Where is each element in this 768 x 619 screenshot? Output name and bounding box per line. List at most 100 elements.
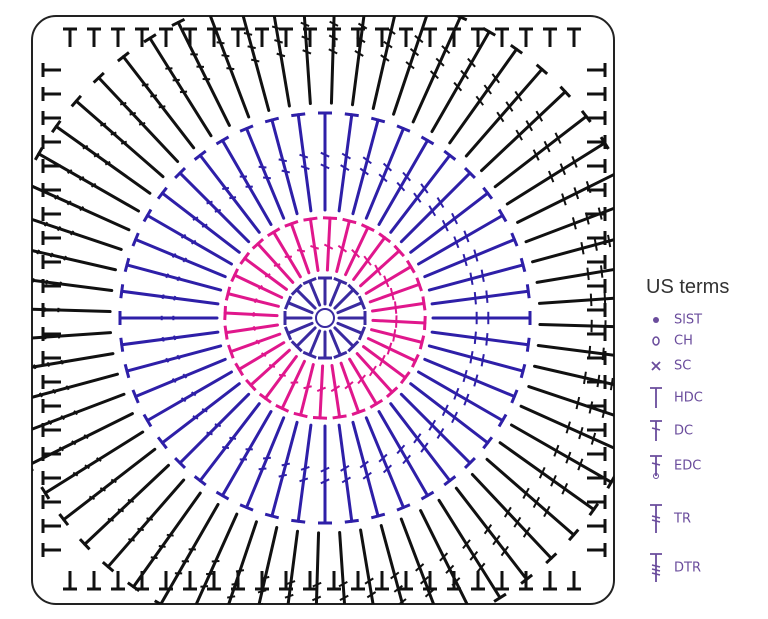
legend-label: SlST	[674, 313, 702, 328]
stitch	[531, 230, 614, 264]
stitch-bar	[281, 462, 291, 467]
stitch-bar	[299, 477, 309, 483]
stitch-top	[123, 363, 131, 379]
edge-stitch	[567, 27, 581, 47]
stitch-top	[333, 350, 348, 360]
stitch-bar	[565, 421, 571, 434]
stitch-top	[351, 408, 366, 416]
stitch	[516, 169, 614, 224]
stitch-top	[344, 112, 359, 118]
stitch-bar	[463, 393, 470, 406]
stitch-bar	[78, 175, 85, 181]
stitch-bar	[550, 474, 557, 487]
stitch-bar	[52, 388, 57, 394]
stitch	[308, 279, 322, 307]
stitch	[32, 392, 126, 437]
stitch-bar	[200, 585, 209, 588]
stitch	[493, 114, 588, 189]
stitch-top	[215, 135, 230, 146]
stitch-bar	[278, 473, 288, 478]
stitch-bar	[262, 456, 271, 460]
stitch-bar	[278, 158, 288, 163]
stitch-bar	[590, 432, 597, 445]
edge-stitch	[41, 279, 61, 293]
stitch-bar	[584, 212, 590, 225]
stitch-bar	[150, 556, 158, 560]
stitch-top	[275, 404, 290, 413]
stitch-top	[223, 325, 229, 340]
stitch-bar	[180, 397, 187, 403]
stitch	[364, 265, 413, 295]
stitch-top	[33, 146, 44, 161]
stitch-bar	[330, 385, 341, 393]
stitch-bar	[491, 73, 501, 84]
stitch-bar	[409, 47, 420, 57]
edge-stitch	[41, 135, 61, 149]
stitch-top	[293, 411, 308, 419]
stitch	[106, 478, 186, 569]
stitch-top	[227, 344, 235, 359]
stitch-bar	[469, 550, 479, 561]
stitch	[423, 357, 516, 398]
stitch-bar	[226, 595, 236, 599]
stitch	[364, 127, 405, 220]
stitch	[409, 382, 490, 445]
stitch-top	[303, 216, 318, 222]
stitch-bar	[543, 505, 551, 518]
stitch-bar	[383, 275, 390, 288]
edge-stitch	[159, 571, 173, 591]
stitch-top	[215, 490, 230, 501]
edge-stitch	[41, 351, 61, 365]
stitch-top	[174, 167, 187, 180]
stitch-bar	[99, 487, 106, 492]
stitch-bar	[310, 245, 320, 250]
stitch-top	[519, 257, 527, 273]
stitch-bar	[538, 466, 546, 479]
stitch	[437, 498, 502, 600]
stitch-bar	[583, 371, 587, 385]
symbol	[650, 504, 662, 533]
stitch-bar	[107, 517, 114, 522]
stitch-top	[360, 223, 375, 232]
stitch	[318, 364, 325, 420]
stitch-top	[606, 475, 614, 490]
stitch-bar	[43, 334, 47, 340]
stitch-bar	[586, 267, 590, 281]
edge-stitch	[587, 375, 607, 389]
stitch-top	[642, 225, 646, 239]
stitch	[289, 222, 311, 275]
stitch-top	[239, 503, 254, 512]
stitch-bar	[354, 50, 364, 57]
stitch-bar	[323, 243, 334, 250]
stitch-bar	[382, 162, 393, 172]
stitch-bar	[73, 410, 78, 416]
stitch	[498, 441, 596, 511]
stitch-bar	[559, 163, 566, 176]
stitch-bar	[483, 84, 493, 95]
stitch	[286, 301, 314, 315]
stitch-bar	[299, 153, 309, 159]
stitch-bar	[286, 580, 296, 585]
stitch-top	[143, 33, 157, 44]
stitch	[519, 404, 614, 455]
stitch-bar	[281, 169, 291, 174]
stitch-top	[588, 502, 600, 517]
stitch-bar	[485, 333, 489, 346]
stitch-bar	[46, 362, 50, 367]
edge-stitch	[41, 159, 61, 173]
edge-stitch	[41, 327, 61, 341]
stitch-bar	[214, 423, 222, 428]
stitch	[249, 526, 279, 604]
stitch	[198, 402, 261, 483]
stitch	[245, 127, 286, 220]
stitch	[333, 326, 355, 348]
stitch-bar	[182, 373, 188, 379]
stitch-bar	[441, 404, 449, 417]
stitch-bar	[378, 453, 388, 463]
stitch-bar	[554, 132, 562, 144]
stitch-bar	[284, 593, 294, 599]
stitch-bar	[117, 508, 124, 513]
stitch	[148, 36, 213, 138]
stitch-bar	[72, 471, 79, 477]
stitch	[355, 352, 394, 394]
